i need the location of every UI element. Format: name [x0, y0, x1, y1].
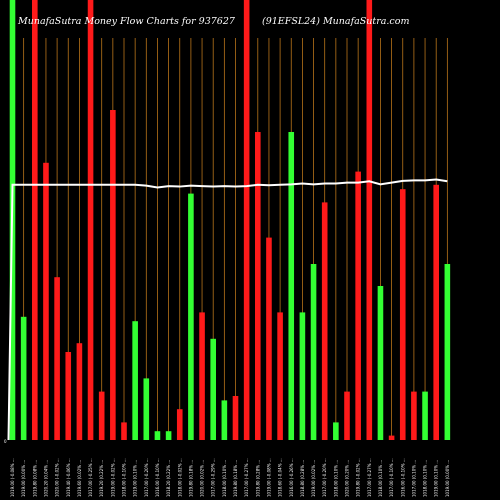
money-flow-bar	[54, 277, 60, 440]
zero-label: 0	[4, 439, 7, 444]
x-tick-label: 1019.80 (0.28% ...	[255, 460, 260, 497]
x-tick-label: 1018.00 (0.10% ...	[423, 460, 428, 497]
x-tick-label: 1018.20 (0.22% ...	[166, 460, 171, 497]
x-tick-label: 1020.00 (0.02% ...	[200, 460, 205, 497]
x-tick-label: 1019.00 (0.02% ...	[311, 460, 316, 497]
x-tick-label: 1019.20 (0.22% ...	[99, 460, 104, 497]
money-flow-bar	[388, 435, 395, 440]
chart-subtitle: (91EFSL24) MunafaSutra.com	[262, 16, 409, 27]
money-flow-bar	[154, 431, 161, 440]
x-tick-label: 1018.00 (-0.10% ...	[122, 458, 127, 497]
x-tick-label: 1020.00 (-0.02% ...	[55, 458, 60, 497]
money-flow-bar	[43, 162, 49, 441]
money-flow-bar	[355, 171, 361, 440]
money-flow-bar	[176, 409, 183, 440]
money-flow-bar	[422, 391, 428, 440]
x-tick-label: 1019.60 (0.02% ...	[77, 460, 82, 497]
money-flow-bar	[98, 391, 105, 440]
x-tick-label: 1017.00 (-0.29% ...	[211, 458, 216, 497]
money-flow-bar	[121, 422, 127, 440]
money-flow-bar	[20, 316, 27, 440]
x-tick-label: 1018.80 (0.28% ...	[300, 460, 305, 497]
money-flow-bar	[199, 312, 205, 440]
x-tick-label: 1017.00 (-0.10% ...	[389, 458, 394, 497]
x-tick-label: 1019.80 (0.08% ...	[32, 460, 37, 497]
money-flow-bar	[377, 286, 384, 440]
money-flow-bar	[210, 338, 216, 440]
money-flow-bar	[132, 321, 138, 440]
money-flow-bar	[32, 0, 38, 440]
x-tick-labels: 1019.00 (-0.08% ... 1019.00 (0.00% ... 101…	[10, 458, 450, 497]
money-flow-bar	[221, 400, 228, 440]
money-flow-bar	[76, 343, 83, 440]
money-flow-bar	[277, 312, 283, 440]
money-flow-bar	[110, 110, 116, 440]
x-tick-label: 1020.20 (0.04% ...	[43, 460, 48, 497]
money-flow-bar	[232, 396, 239, 440]
x-tick-label: 1018.60 (-0.04% ...	[278, 458, 283, 497]
money-flow-bar	[266, 237, 272, 440]
x-tick-label: 1018.00 (-0.02% ...	[177, 458, 182, 497]
x-tick-label: 1016.00 (-0.26% ...	[289, 458, 294, 497]
x-tick-label: 1016.00 (-0.10% ...	[400, 458, 405, 497]
x-tick-label: 1019.00 (0.10% ...	[133, 460, 138, 497]
x-tick-label: 1018.00 (0.10% ...	[378, 460, 383, 497]
x-tick-label: 1017.00 (-0.25% ...	[88, 458, 93, 497]
money-flow-bar	[188, 193, 194, 440]
x-tick-label: 1019.80 (0.18% ...	[188, 460, 193, 497]
money-flow-bar	[255, 132, 261, 440]
x-tick-label: 1019.80 (-0.02% ...	[356, 458, 361, 497]
money-flow-bar	[143, 378, 150, 440]
money-flow-line-layer	[7, 178, 448, 441]
money-flow-line	[7, 178, 448, 441]
x-tick-label: 1016.00 (-0.10% ...	[155, 458, 160, 497]
money-flow-bar	[411, 391, 417, 440]
x-tick-label: 1017.00 (-0.27% ...	[367, 458, 372, 497]
x-tick-label: 1019.00 (0.00% ...	[445, 460, 450, 497]
x-tick-label: 1018.00 (0.10% ...	[222, 460, 227, 497]
x-tick-label: 1019.00 (-0.02% ...	[110, 458, 115, 497]
x-tick-label: 1019.00 (-0.08% ...	[266, 458, 271, 497]
money-flow-bar	[310, 264, 317, 440]
x-tick-label: 1020.00 (0.20% ...	[345, 460, 350, 497]
money-flow-bar	[65, 352, 72, 440]
x-tick-label: 1018.00 (0.10% ...	[333, 460, 338, 497]
chart-title: MunafaSutra Money Flow Charts for 937627	[17, 16, 236, 27]
x-tick-label: 1019.00 (0.10% ...	[434, 460, 439, 497]
money-flow-bar	[444, 264, 451, 440]
money-flow-bar	[288, 132, 295, 440]
x-tick-label: 1019.00 (-0.08% ...	[10, 458, 15, 497]
money-flow-bar	[243, 0, 250, 440]
x-tick-label: 1019.00 (0.00% ...	[21, 460, 26, 497]
money-flow-bar	[399, 189, 406, 440]
x-tick-label: 1017.00 (-0.27% ...	[244, 458, 249, 497]
money-flow-bar	[433, 184, 439, 440]
money-flow-bar	[165, 431, 172, 440]
money-flow-bar	[333, 422, 339, 440]
x-tick-label: 1017.00 (-0.20% ...	[322, 458, 327, 497]
money-flow-bar	[87, 0, 94, 440]
x-tick-label: 1019.80 (0.18% ...	[233, 460, 238, 497]
money-flow-bar	[299, 312, 306, 440]
money-flow-bar	[344, 391, 350, 440]
money-flow-bar	[366, 0, 373, 440]
x-tick-label: 1017.00 (-0.20% ...	[144, 458, 149, 497]
x-tick-label: 1019.40 (-0.06% ...	[66, 458, 71, 497]
money-flow-bar	[321, 202, 328, 440]
x-tick-label: 1017.00 (0.10% ...	[411, 460, 416, 497]
